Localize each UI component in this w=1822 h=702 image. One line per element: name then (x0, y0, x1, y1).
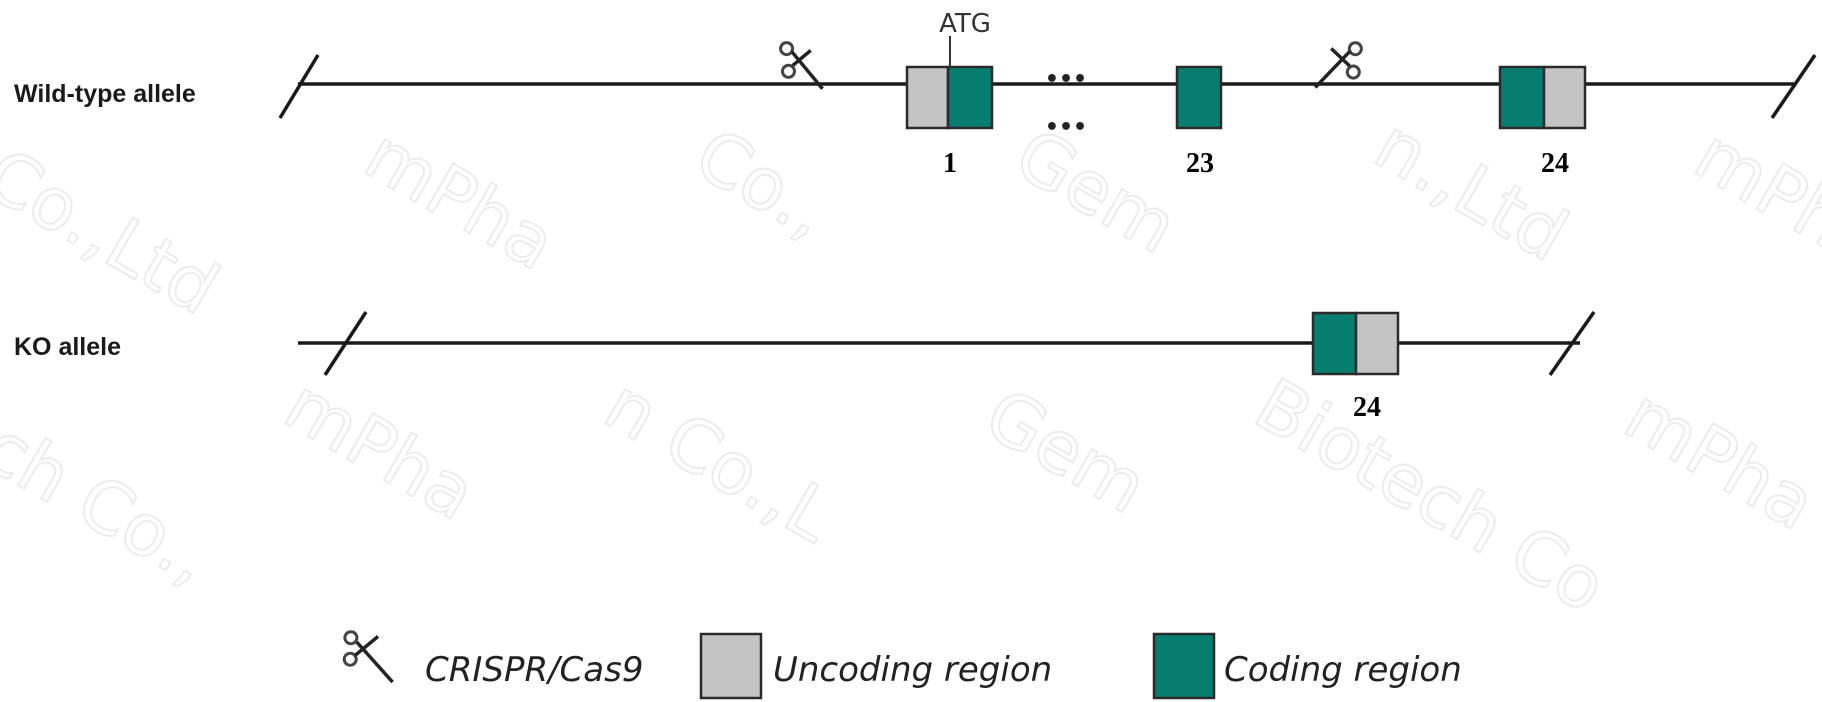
wild-type-label: Wild-type allele (14, 80, 196, 108)
wild-type-allele: Wild-type allele ATG 1 ••• ••• 23 (14, 9, 1817, 179)
legend: CRISPR/Cas9 Uncoding region Coding regio… (342, 630, 1462, 700)
watermark-text: n Co.,L (592, 362, 848, 558)
scissors-icon (342, 630, 394, 684)
watermark-text: mPha (272, 362, 490, 536)
coding-swatch (1152, 632, 1216, 700)
ellipsis-bottom: ••• (1045, 115, 1087, 140)
exon-23-coding-part (1175, 65, 1223, 130)
ko-exon-24-uncoding-part (1354, 311, 1400, 376)
watermark-text: mPha (352, 112, 570, 286)
legend-item-crispr: CRISPR/Cas9 (342, 630, 643, 690)
watermark-text: Co.,Ltd (0, 132, 233, 331)
strand-break-right (1548, 310, 1596, 377)
exon-1: ATG 1 (905, 9, 994, 179)
exon-24-number: 24 (1541, 148, 1569, 179)
legend-item-uncoding: Uncoding region (699, 632, 1052, 700)
watermark-text: Gem (972, 372, 1161, 530)
legend-item-coding: Coding region (1152, 632, 1462, 700)
strand-break-left (323, 311, 368, 376)
watermark-text: mPha (1682, 112, 1822, 286)
ko-label: KO allele (14, 333, 121, 361)
exon-24: 24 (1498, 65, 1587, 179)
watermark-text: Biotech Co (1242, 362, 1620, 629)
strand-break-left (278, 54, 320, 119)
watermark-text: Gem (1002, 112, 1191, 270)
watermark: Co.,Ltd mPha Co., Gem n.,Ltd mPha ech Co… (0, 101, 1822, 630)
watermark-text: ech Co., (0, 382, 226, 600)
exon-23-number: 23 (1186, 148, 1214, 179)
atg-label: ATG (939, 9, 991, 39)
ko-exon-24: 24 (1311, 311, 1400, 423)
scissors-icon (1314, 41, 1363, 89)
scissors-icon (779, 41, 824, 90)
exon-1-coding-part (946, 65, 994, 130)
ellipsis-top: ••• (1045, 67, 1087, 92)
exon-1-uncoding-part (905, 65, 950, 130)
exon-24-coding-part (1498, 65, 1546, 130)
watermark-text: Co., (682, 112, 844, 254)
legend-label-coding: Coding region (1224, 650, 1462, 690)
legend-label-crispr: CRISPR/Cas9 (425, 650, 643, 690)
ko-allele: KO allele 24 (14, 310, 1596, 423)
strand-break-right (1770, 54, 1817, 119)
watermark-text: mPha (1612, 372, 1822, 546)
ko-exon-24-number: 24 (1353, 392, 1381, 423)
ko-exon-24-coding-part (1311, 311, 1358, 376)
exon-23: 23 (1175, 65, 1223, 179)
uncoding-swatch (699, 632, 763, 700)
exon-24-uncoding-part (1542, 65, 1587, 130)
legend-label-uncoding: Uncoding region (773, 650, 1052, 690)
exon-1-number: 1 (943, 148, 957, 179)
